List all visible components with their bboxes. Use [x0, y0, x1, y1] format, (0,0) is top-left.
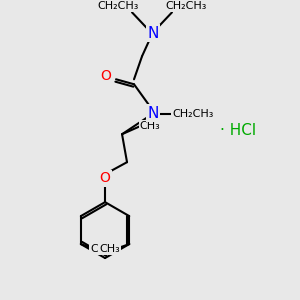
Text: CH₂CH₃: CH₂CH₃ [98, 2, 139, 11]
Text: N: N [147, 26, 159, 41]
Text: CH₃: CH₃ [99, 244, 120, 254]
Text: CH₃: CH₃ [140, 121, 160, 131]
Text: · HCl: · HCl [220, 123, 256, 138]
Text: CH₂CH₃: CH₂CH₃ [172, 109, 214, 119]
Text: CH₂CH₃: CH₂CH₃ [165, 2, 207, 11]
Text: O: O [100, 171, 110, 185]
Text: O: O [100, 69, 112, 83]
Text: CH₃: CH₃ [90, 244, 111, 254]
Text: N: N [147, 106, 159, 121]
